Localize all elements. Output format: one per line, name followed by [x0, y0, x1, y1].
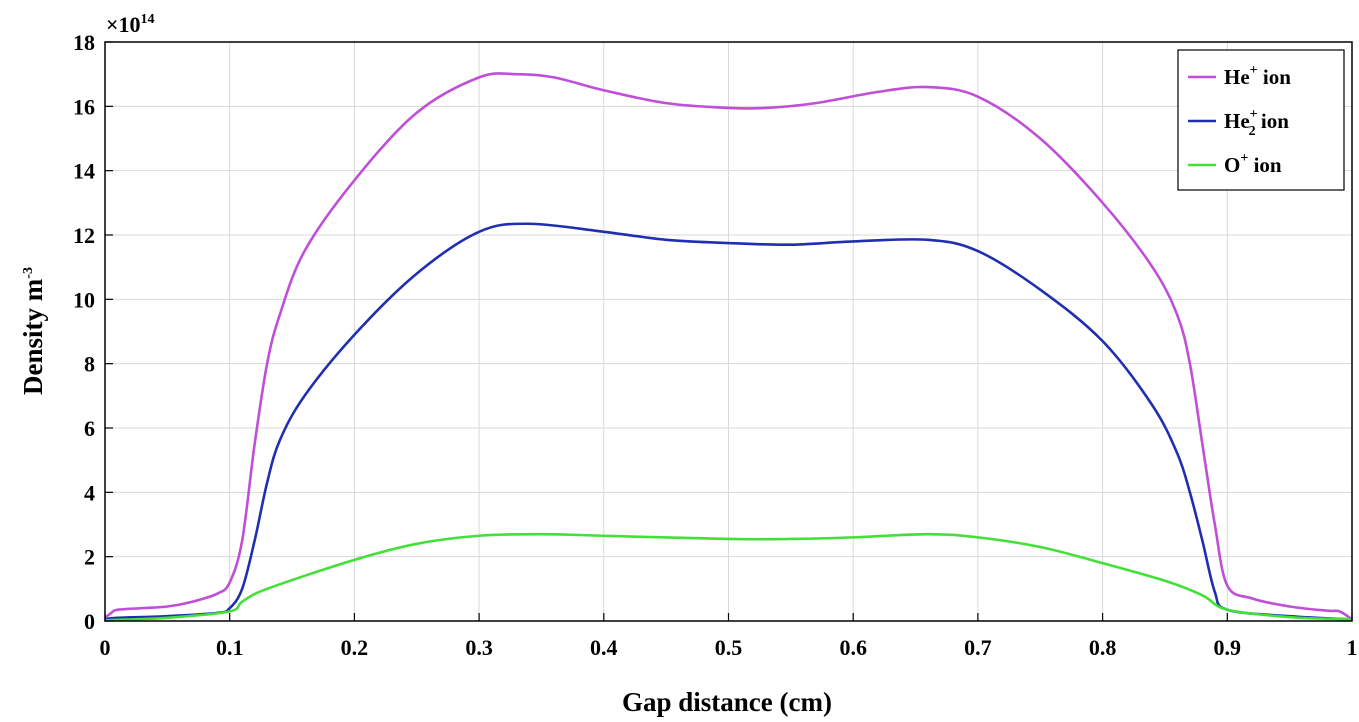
x-tick-label: 0.6	[839, 635, 867, 660]
y-tick-label: 6	[84, 416, 95, 441]
series-line-0	[104, 72, 1353, 621]
ticks	[104, 41, 1353, 622]
y-tick-label: 0	[84, 609, 95, 634]
y-tick-label: 16	[73, 94, 95, 119]
x-tick-label: 0.9	[1214, 635, 1242, 660]
series-layer	[104, 72, 1353, 622]
legend: He+ ion He+ 2 ion O+ ion	[1177, 49, 1345, 191]
x-tick-label: 0	[100, 635, 111, 660]
y-tick-label: 18	[73, 30, 95, 55]
x-axis-title: Gap distance (cm)	[622, 687, 832, 717]
y-tick-label: 8	[84, 352, 95, 377]
y-axis-title: Density m-3	[18, 267, 48, 395]
legend-label-0: He+ ion	[1224, 63, 1291, 89]
y-axis-multiplier: ×1014	[106, 12, 155, 37]
x-tick-label: 0.7	[964, 635, 992, 660]
x-tick-label: 0.2	[341, 635, 369, 660]
y-tick-label: 4	[84, 480, 95, 505]
y-multiplier-base: ×10	[106, 12, 141, 37]
y-tick-label: 14	[73, 159, 95, 184]
series-line-2	[104, 532, 1353, 622]
y-axis-title-superscript: -3	[21, 267, 36, 279]
x-tick-label: 0.5	[715, 635, 743, 660]
y-tick-label: 12	[73, 223, 95, 248]
y-tick-label: 2	[84, 545, 95, 570]
x-tick-label: 1	[1347, 635, 1358, 660]
tick-labels: 0 0.1 0.2 0.3 0.4 0.5 0.6 0.7 0.8 0.9 102468101214…	[73, 30, 1358, 660]
x-tick-label: 0.3	[465, 635, 493, 660]
legend-label-1: He+ 2 ion	[1224, 107, 1289, 139]
x-tick-label: 0.4	[590, 635, 618, 660]
series-line-1	[104, 222, 1353, 621]
x-tick-label: 0.1	[216, 635, 244, 660]
x-tick-label: 0.8	[1089, 635, 1117, 660]
grid	[104, 41, 1353, 622]
y-multiplier-exponent: 14	[141, 12, 155, 27]
y-axis-title-base: Density m	[18, 278, 48, 395]
legend-label-2: O+ ion	[1224, 151, 1282, 177]
y-tick-label: 10	[73, 287, 95, 312]
